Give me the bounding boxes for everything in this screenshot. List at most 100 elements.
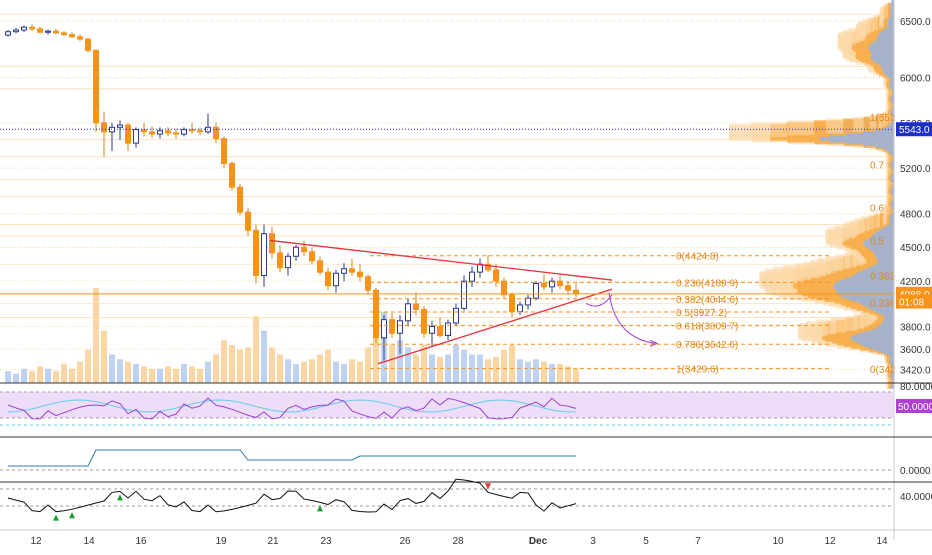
volume-bar-71 bbox=[573, 369, 579, 383]
volume-bar-12 bbox=[101, 331, 107, 383]
volume-bar-1 bbox=[13, 374, 19, 384]
volume-bar-70 bbox=[565, 366, 571, 383]
candle-body bbox=[6, 32, 11, 35]
candle-body bbox=[262, 234, 267, 276]
volume-bar-48 bbox=[389, 345, 395, 383]
volume-bar-37 bbox=[301, 362, 307, 383]
volume-bar-0 bbox=[5, 371, 11, 383]
volume-bar-33 bbox=[269, 347, 275, 383]
candle-66 bbox=[534, 281, 539, 300]
volume-bar-43 bbox=[349, 359, 355, 383]
candle-body bbox=[54, 31, 59, 33]
candle-body bbox=[502, 281, 507, 295]
volume-bar-62 bbox=[501, 350, 507, 383]
candle-body bbox=[470, 272, 475, 281]
candle-body bbox=[430, 326, 435, 333]
candle-body bbox=[358, 272, 363, 277]
x-tick-label-6: 26 bbox=[399, 536, 411, 547]
candle-body bbox=[398, 321, 403, 333]
profile-label-1: 0.7 bbox=[870, 161, 884, 172]
candle-body bbox=[454, 308, 459, 323]
volume-bar-7 bbox=[61, 364, 67, 383]
y-tick-label-3: 5200.0 bbox=[900, 164, 931, 175]
candle-body bbox=[190, 130, 195, 131]
y-tick-label-9: 3420.0 bbox=[900, 365, 931, 376]
y-tick-label-7: 3800.0 bbox=[900, 322, 931, 333]
candle-body bbox=[518, 305, 523, 312]
x-tick-label-0: 12 bbox=[30, 536, 42, 547]
y-tick-label-4: 4800.0 bbox=[900, 209, 931, 220]
profile-label-4: 0.382 bbox=[870, 272, 895, 283]
rsi-badge-label: 50.0000 bbox=[898, 402, 932, 413]
candle-body bbox=[510, 295, 515, 312]
third-panel-label: 0.0000 bbox=[900, 466, 931, 477]
candle-body bbox=[278, 253, 283, 268]
volume-bar-3 bbox=[29, 371, 35, 383]
x-tick-label-1: 14 bbox=[83, 536, 95, 547]
x-tick-label-12: 10 bbox=[772, 536, 784, 547]
candle-27 bbox=[222, 136, 227, 168]
candle-body bbox=[270, 234, 275, 253]
volume-bar-64 bbox=[517, 359, 523, 383]
volume-bar-17 bbox=[141, 366, 147, 383]
volume-bar-29 bbox=[237, 350, 243, 383]
volume-bar-54 bbox=[437, 357, 443, 383]
candle-body bbox=[30, 27, 35, 29]
price-badge-label-2: 01:08 bbox=[899, 298, 924, 309]
volume-bar-42 bbox=[341, 364, 347, 383]
candle-body bbox=[294, 247, 299, 256]
volume-bar-2 bbox=[21, 369, 27, 383]
x-tick-label-10: 5 bbox=[643, 536, 649, 547]
x-tick-label-7: 28 bbox=[452, 536, 464, 547]
y-tick-label-8: 3600.0 bbox=[900, 345, 931, 356]
candle-body bbox=[46, 31, 51, 32]
candle-body bbox=[102, 123, 107, 132]
candle-body bbox=[126, 125, 131, 143]
fib-label-0: 0(4424.8) bbox=[676, 252, 719, 263]
volume-bar-28 bbox=[229, 345, 235, 383]
candle-body bbox=[414, 304, 419, 310]
candle-body bbox=[14, 30, 19, 32]
volume-bar-27 bbox=[221, 340, 227, 383]
volume-bar-31 bbox=[253, 317, 259, 384]
candle-body bbox=[310, 252, 315, 261]
candle-body bbox=[542, 283, 547, 286]
volume-bar-65 bbox=[525, 362, 531, 383]
volume-bar-66 bbox=[533, 359, 539, 383]
candle-body bbox=[62, 33, 67, 35]
candle-29 bbox=[238, 184, 243, 216]
fib-label-4: 0.618(3809.7) bbox=[676, 321, 738, 332]
candle-46 bbox=[374, 288, 379, 343]
candle-52 bbox=[422, 306, 427, 338]
volume-bar-18 bbox=[149, 369, 155, 383]
candle-body bbox=[342, 269, 347, 274]
candle-body bbox=[246, 212, 251, 230]
volume-bar-63 bbox=[509, 345, 515, 383]
volume-bar-36 bbox=[293, 364, 299, 383]
x-tick-label-3: 19 bbox=[215, 536, 227, 547]
x-tick-label-8: Dec bbox=[529, 536, 548, 547]
volume-bar-41 bbox=[333, 362, 339, 383]
candle-body bbox=[422, 309, 427, 333]
candle-body bbox=[534, 283, 539, 298]
volume-bar-5 bbox=[45, 369, 51, 383]
volume-bar-26 bbox=[213, 355, 219, 384]
fourth-panel-tick: 40.0000 bbox=[900, 492, 932, 503]
volume-bar-50 bbox=[405, 347, 411, 383]
y-tick-label-0: 6500.0 bbox=[900, 17, 931, 28]
volume-bar-23 bbox=[189, 366, 195, 383]
candle-body bbox=[78, 37, 83, 39]
volume-bar-21 bbox=[173, 369, 179, 383]
y-tick-label-1: 6000.0 bbox=[900, 74, 931, 85]
volume-bar-9 bbox=[77, 362, 83, 383]
candle-body bbox=[438, 326, 443, 335]
volume-bar-16 bbox=[133, 364, 139, 383]
candle-body bbox=[166, 131, 171, 133]
candle-body bbox=[222, 139, 227, 164]
candle-body bbox=[230, 164, 235, 188]
volume-bar-11 bbox=[93, 288, 99, 383]
candle-body bbox=[22, 27, 27, 30]
profile-label-3: 0.5 bbox=[870, 236, 884, 247]
volume-bar-68 bbox=[549, 364, 555, 383]
